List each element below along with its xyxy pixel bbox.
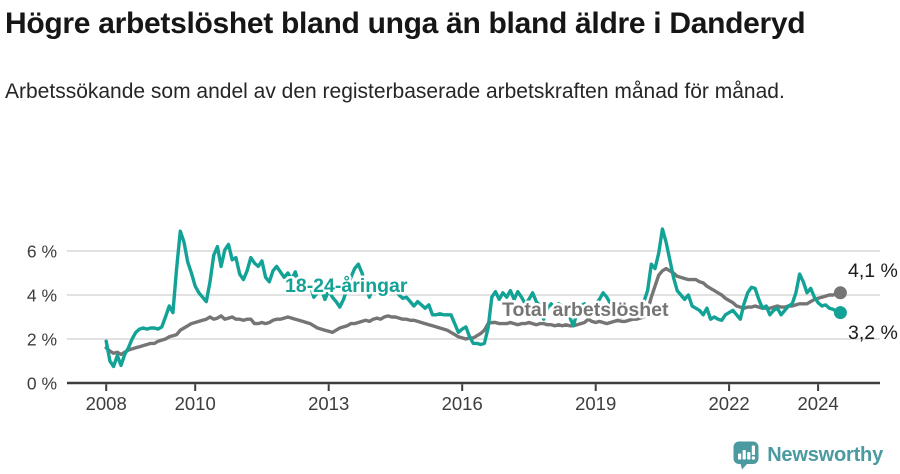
- series-end-dot-0: [833, 286, 847, 300]
- y-tick-label: 6 %: [27, 242, 57, 262]
- y-tick-label: 4 %: [27, 286, 57, 306]
- x-tick-label: 2022: [709, 393, 750, 414]
- x-tick-label: 2019: [575, 393, 616, 414]
- series-line-1: [104, 227, 843, 369]
- y-tick-label: 2 %: [27, 330, 57, 350]
- series-line-0: [104, 266, 843, 357]
- chart-title: Högre arbetslöshet bland unga än bland ä…: [5, 7, 806, 40]
- series-inline-label-0: Total arbetslöshet: [502, 299, 669, 321]
- series-end-value-0: 4,1 %: [848, 260, 898, 282]
- series-inline-label-1: 18-24-åringar: [285, 274, 408, 297]
- x-tick-label: 2010: [175, 393, 216, 414]
- x-tick-label: 2024: [798, 393, 839, 414]
- series-end-dot-1: [833, 306, 847, 320]
- newsworthy-icon: [733, 441, 759, 470]
- x-tick-label: 2008: [86, 393, 127, 414]
- x-tick-label: 2013: [308, 393, 349, 414]
- x-tick-label: 2016: [442, 393, 483, 414]
- y-tick-label: 0 %: [27, 374, 57, 394]
- newsworthy-logo: Newsworthy: [733, 441, 883, 470]
- series-end-value-1: 3,2 %: [848, 322, 898, 344]
- newsworthy-wordmark: Newsworthy: [767, 444, 883, 466]
- chart-subtitle: Arbetssökande som andel av den registerb…: [5, 80, 785, 103]
